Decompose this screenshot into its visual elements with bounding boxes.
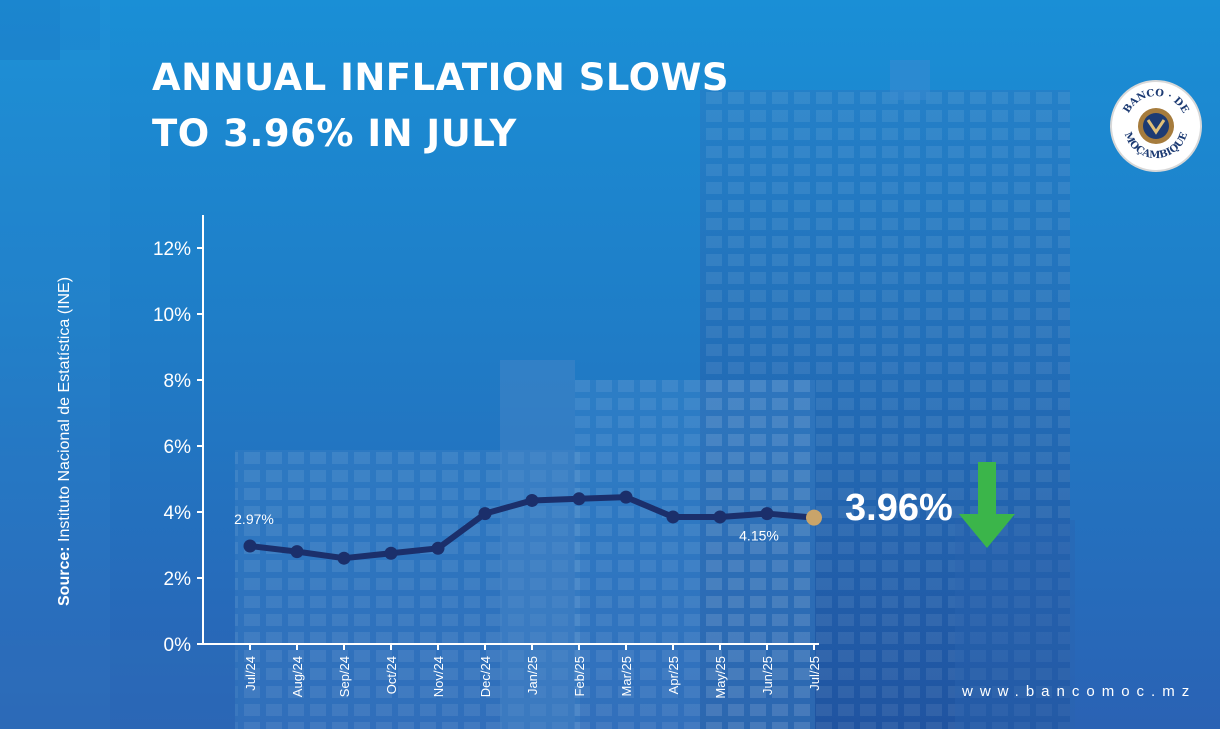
data-point [431, 541, 445, 555]
x-tick-label: Dec/24 [478, 656, 493, 697]
x-tick-label: Aug/24 [290, 656, 305, 697]
data-point [713, 510, 727, 524]
y-tick-label: 2% [164, 569, 192, 590]
title-line-1: ANNUAL INFLATION SLOWS [152, 56, 730, 99]
x-tick-label: Jul/25 [807, 656, 822, 691]
x-tick-label: Nov/24 [431, 656, 446, 697]
data-point [619, 490, 633, 504]
data-point [572, 492, 586, 506]
x-tick-label: Jan/25 [525, 656, 540, 695]
down-arrow-icon [959, 462, 1015, 548]
data-point [760, 507, 774, 521]
bank-emblem-icon: BANCO · DE MOÇAMBIQUE [1122, 88, 1191, 161]
y-tick-label: 10% [153, 305, 191, 326]
y-tick-label: 8% [164, 371, 192, 392]
website-url: www.bancomoc.mz [962, 683, 1197, 700]
x-tick-label: Apr/25 [666, 656, 681, 694]
data-point [478, 507, 492, 521]
x-tick-label: Feb/25 [572, 656, 587, 696]
y-tick-label: 0% [164, 635, 192, 656]
data-label: 2.97% [234, 511, 274, 527]
data-point [243, 539, 257, 553]
data-point [525, 493, 539, 507]
x-tick-label: May/25 [713, 656, 728, 699]
x-tick-label: Mar/25 [619, 656, 634, 696]
title-line-2: TO 3.96% IN JULY [152, 112, 517, 155]
y-tick-label: 12% [153, 239, 191, 260]
x-tick-label: Jun/25 [760, 656, 775, 695]
data-point [384, 546, 398, 560]
data-point [337, 551, 351, 565]
x-tick-label: Oct/24 [384, 656, 399, 694]
current-inflation-value: 3.96% [845, 487, 953, 529]
data-label: 4.15% [739, 528, 779, 544]
x-tick-label: Sep/24 [337, 656, 352, 697]
data-point [666, 510, 680, 524]
y-tick-label: 4% [164, 503, 192, 524]
data-point [290, 545, 304, 559]
latest-data-point [806, 509, 822, 526]
bank-logo: BANCO · DE MOÇAMBIQUE [1110, 80, 1202, 172]
chart-title: ANNUAL INFLATION SLOWS TO 3.96% IN JULY [152, 50, 792, 162]
y-tick-label: 6% [164, 437, 192, 458]
x-tick-label: Jul/24 [243, 656, 258, 691]
